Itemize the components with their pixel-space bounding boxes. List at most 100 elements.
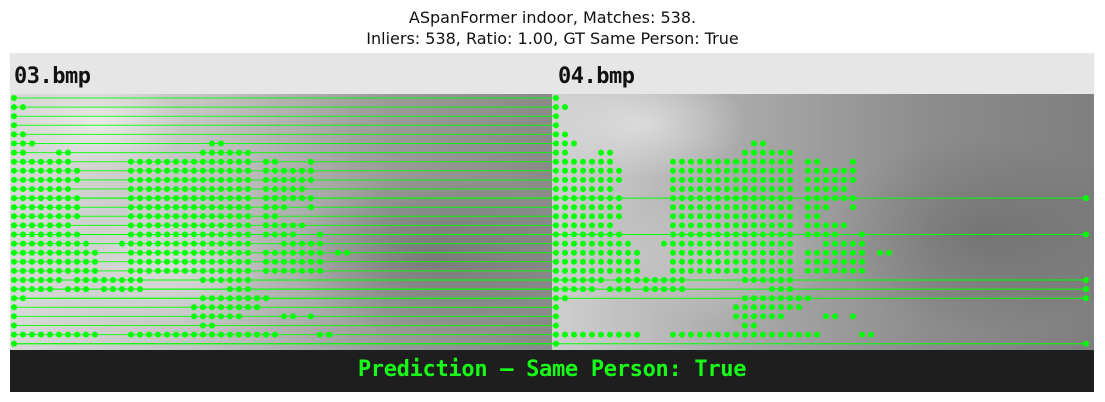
keypoint — [236, 231, 242, 238]
keypoint — [778, 295, 784, 302]
keypoint — [688, 240, 694, 247]
keypoint — [299, 240, 305, 247]
keypoint — [299, 249, 305, 256]
keypoint — [805, 295, 811, 302]
keypoint — [616, 277, 622, 283]
keypoint — [164, 167, 170, 174]
keypoint — [20, 167, 26, 174]
keypoint — [589, 222, 595, 229]
plot-title-line-1: ASpanFormer indoor, Matches: 538. — [408, 8, 697, 27]
keypoint — [38, 158, 44, 165]
keypoint — [137, 195, 143, 202]
keypoint — [814, 158, 820, 165]
right-image-panel — [552, 94, 1094, 350]
keypoint — [173, 331, 179, 338]
keypoint — [805, 249, 811, 256]
keypoint — [589, 167, 595, 174]
keypoint — [742, 176, 748, 183]
keypoint — [769, 158, 775, 165]
keypoint — [200, 322, 206, 329]
keypoint — [562, 104, 568, 111]
keypoint — [598, 186, 604, 192]
keypoint — [553, 186, 559, 192]
keypoint — [580, 267, 586, 274]
keypoint — [164, 331, 170, 338]
keypoint — [83, 267, 89, 274]
keypoint — [209, 277, 215, 283]
keypoint — [272, 331, 278, 338]
keypoint — [733, 267, 739, 274]
keypoint — [733, 158, 739, 165]
keypoint — [281, 167, 287, 174]
keypoint — [290, 313, 296, 320]
keypoint — [11, 204, 17, 211]
keypoint — [814, 231, 820, 238]
keypoint — [227, 277, 233, 283]
keypoint — [164, 240, 170, 247]
keypoint — [74, 267, 80, 274]
keypoint — [137, 267, 143, 274]
keypoint — [65, 176, 71, 183]
keypoint — [263, 231, 269, 238]
keypoint — [29, 186, 35, 192]
keypoint — [625, 277, 631, 283]
keypoint — [191, 186, 197, 192]
keypoint — [92, 249, 98, 256]
keypoint — [281, 186, 287, 192]
keypoint — [236, 149, 242, 156]
keypoint — [155, 331, 161, 338]
keypoint — [209, 204, 215, 211]
keypoint — [805, 222, 811, 229]
keypoint — [74, 258, 80, 265]
keypoint — [218, 222, 224, 229]
keypoint — [751, 176, 757, 183]
keypoint — [670, 213, 676, 220]
keypoint — [245, 213, 251, 220]
keypoint — [29, 240, 35, 247]
keypoint — [200, 313, 206, 320]
keypoint — [859, 231, 865, 238]
keypoint — [182, 249, 188, 256]
keypoint — [787, 213, 793, 220]
keypoint — [742, 304, 748, 311]
keypoint — [56, 222, 62, 229]
keypoint — [760, 304, 766, 311]
keypoint — [598, 249, 604, 256]
keypoint — [182, 222, 188, 229]
keypoint — [236, 167, 242, 174]
keypoint — [56, 195, 62, 202]
keypoint — [290, 267, 296, 274]
keypoint — [173, 204, 179, 211]
keypoint — [787, 222, 793, 229]
keypoint — [65, 267, 71, 274]
keypoint — [670, 195, 676, 202]
keypoint — [598, 167, 604, 174]
keypoint — [281, 240, 287, 247]
keypoint — [209, 195, 215, 202]
keypoint — [209, 186, 215, 192]
keypoint — [625, 249, 631, 256]
keypoint — [119, 286, 125, 293]
keypoint — [553, 322, 559, 329]
keypoint — [128, 167, 134, 174]
keypoint — [787, 277, 793, 283]
keypoint — [281, 249, 287, 256]
keypoint — [11, 295, 17, 302]
keypoint — [245, 231, 251, 238]
keypoint — [607, 331, 613, 338]
keypoint — [850, 267, 856, 274]
keypoint — [200, 240, 206, 247]
keypoint — [778, 204, 784, 211]
keypoint — [670, 240, 676, 247]
keypoint — [805, 158, 811, 165]
keypoint — [11, 167, 17, 174]
prediction-text: Prediction — Same Person: True — [357, 357, 747, 382]
keypoint — [733, 213, 739, 220]
keypoint — [209, 258, 215, 265]
keypoint — [589, 213, 595, 220]
keypoint — [11, 213, 17, 220]
keypoint — [742, 158, 748, 165]
keypoint — [245, 249, 251, 256]
keypoint — [598, 240, 604, 247]
keypoint — [272, 176, 278, 183]
